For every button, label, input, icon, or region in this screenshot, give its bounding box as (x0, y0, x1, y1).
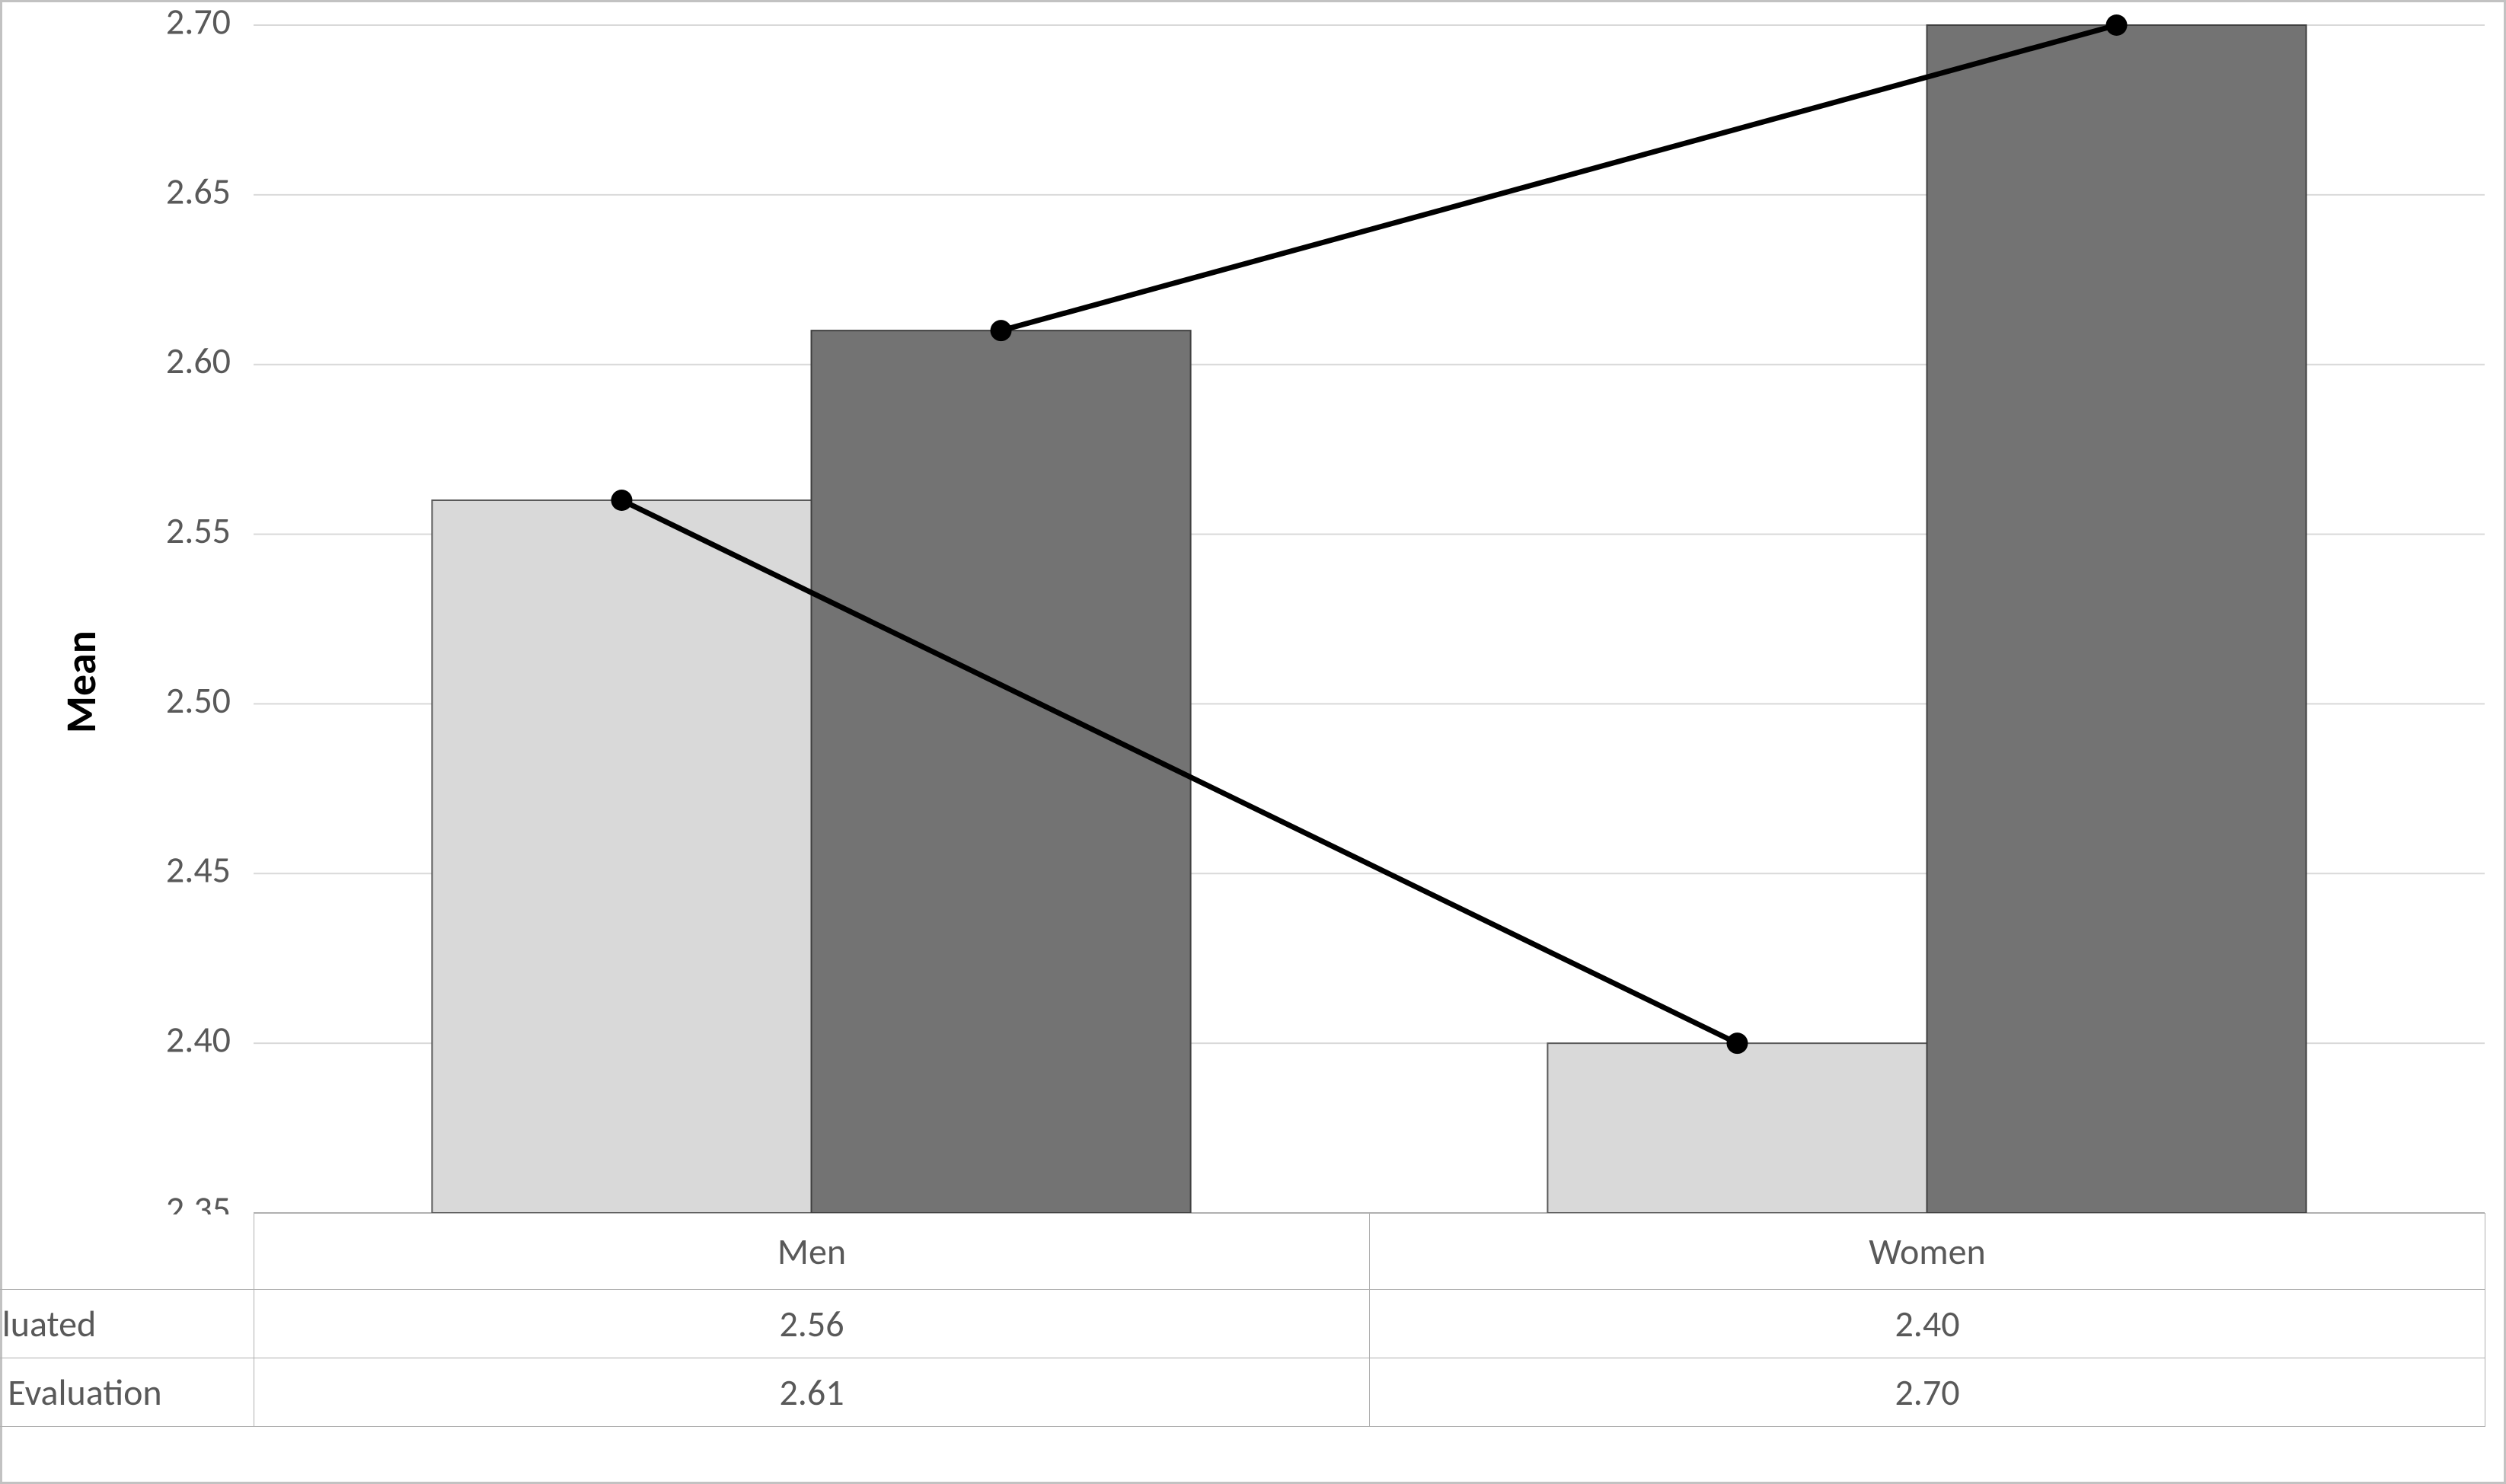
chart-svg: 2.35 2.40 2.45 2.50 2.55 2.60 2.65 2.70 (2, 2, 2506, 1214)
y-tick-label: 2.45 (166, 847, 231, 892)
bar (1547, 1043, 1927, 1213)
series-marker (611, 490, 632, 511)
legend-cell: Self Evaluated (0, 1290, 254, 1358)
legend-cell: Partner Evaluation (0, 1358, 254, 1427)
series-marker (1726, 1032, 1748, 1054)
data-cell: 2.61 (254, 1358, 1370, 1427)
chart-container: Mean2.352.402.452.502.552.602.652.70MenW… (0, 0, 2506, 1484)
data-cell: 2.56 (254, 1290, 1370, 1358)
chart-data-table: MenWomenSelf Evaluated2.562.40Partner Ev… (0, 1213, 2485, 1427)
series-marker (2106, 14, 2128, 36)
category-header: Women (1370, 1214, 2485, 1290)
bar (432, 500, 811, 1213)
y-tick-label: 2.60 (166, 338, 231, 383)
y-tick-label: 2.40 (166, 1017, 231, 1062)
table-row: Self Evaluated 2.562.40 (0, 1290, 2485, 1358)
y-axis-label: Mean (56, 630, 107, 733)
data-cell: 2.40 (1370, 1290, 2485, 1358)
legend-label: Self Evaluated (0, 1301, 96, 1346)
y-tick-label: 2.50 (166, 678, 231, 723)
series-marker (991, 320, 1012, 341)
bar (812, 330, 1191, 1213)
table-row: Partner Evaluation 2.612.70 (0, 1358, 2485, 1427)
y-tick-label: 2.70 (166, 2, 231, 43)
category-header: Men (254, 1214, 1370, 1290)
y-tick-label: 2.35 (166, 1186, 231, 1214)
bar (1927, 25, 2306, 1213)
legend-label: Partner Evaluation (0, 1370, 162, 1415)
table-corner-cell (0, 1214, 254, 1290)
data-cell: 2.70 (1370, 1358, 2485, 1427)
y-tick-label: 2.55 (166, 508, 231, 553)
y-tick-label: 2.65 (166, 168, 231, 213)
